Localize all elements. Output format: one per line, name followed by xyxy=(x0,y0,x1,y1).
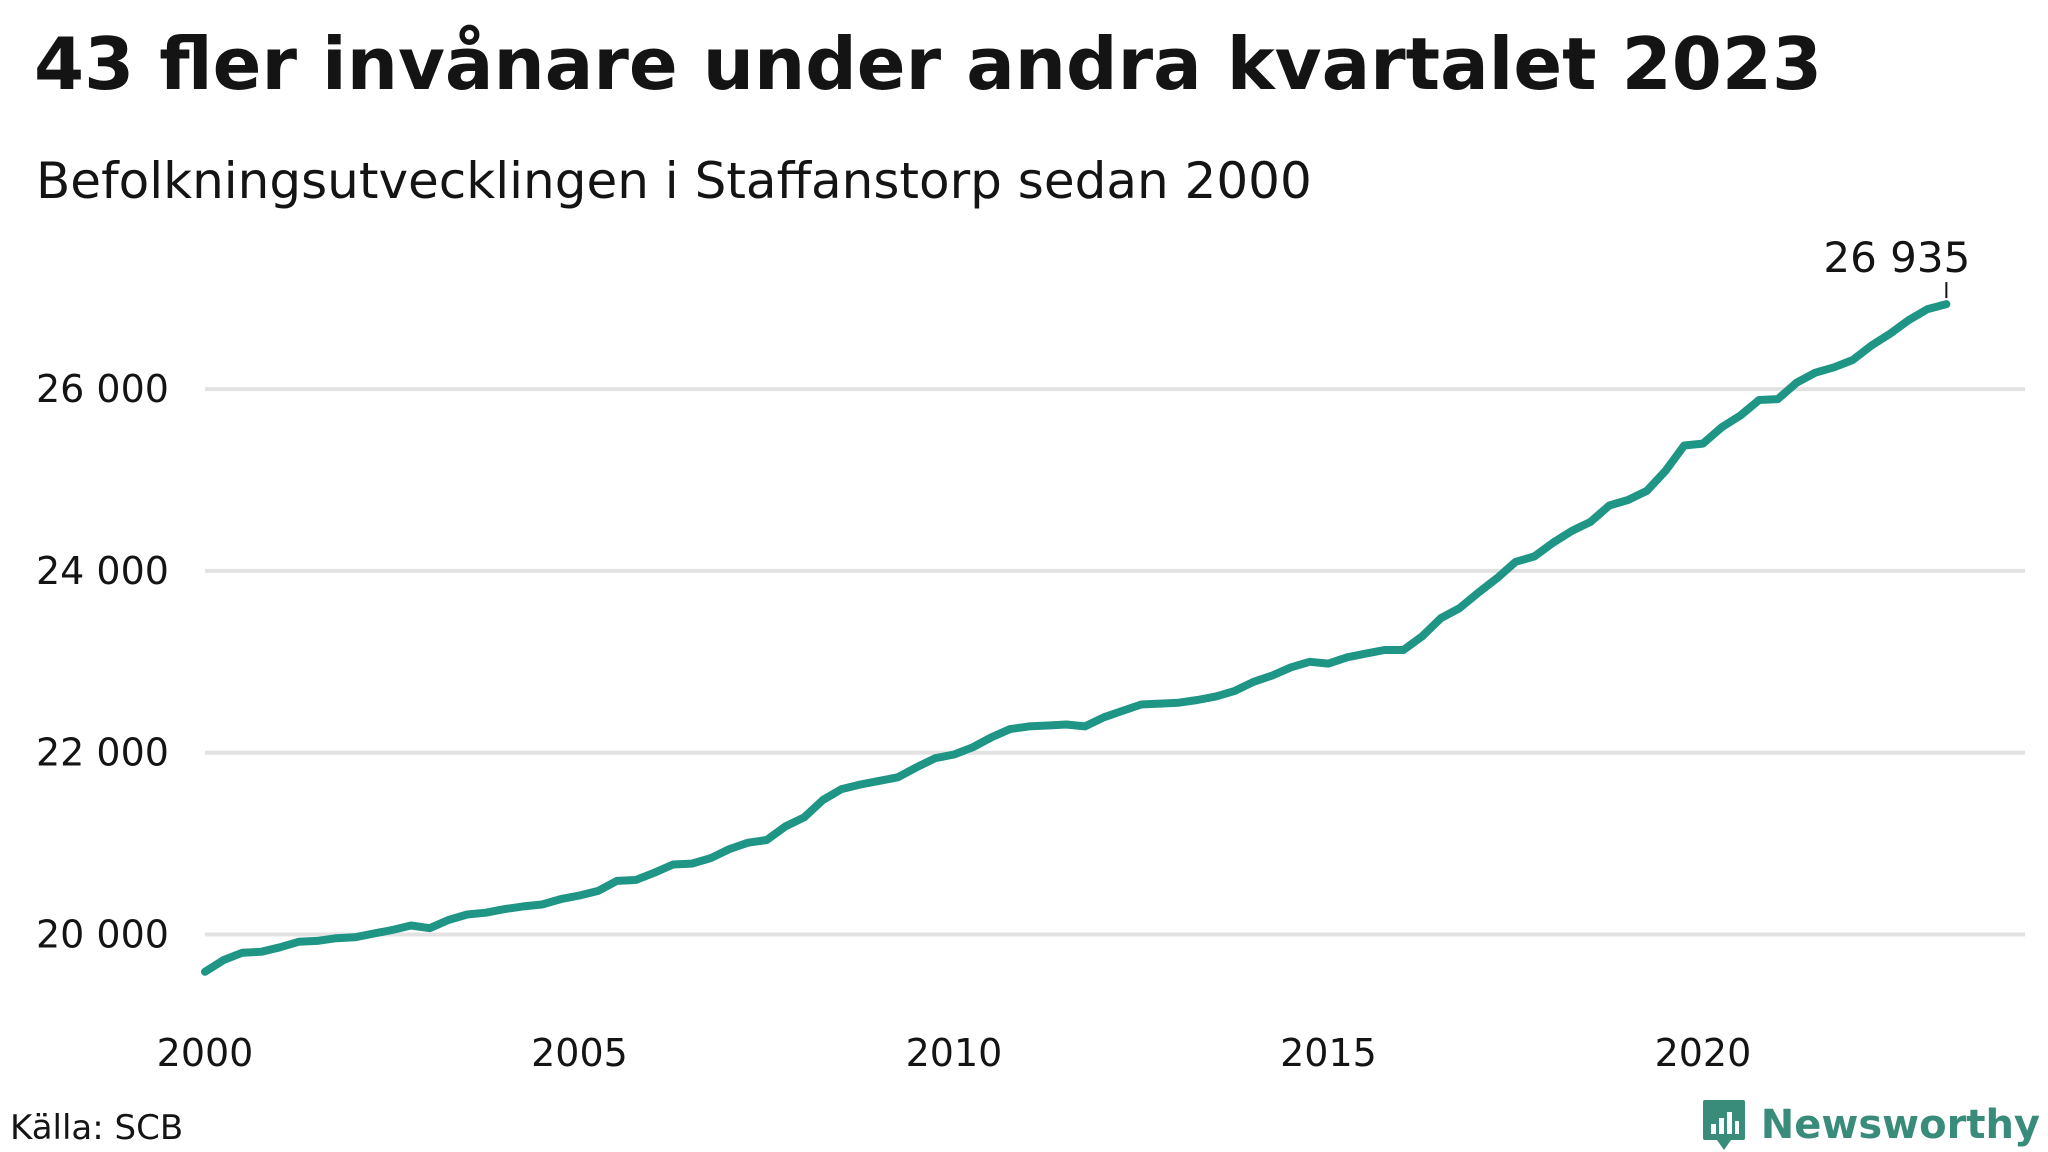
y-tick-label: 26 000 xyxy=(36,367,169,411)
y-tick-label: 22 000 xyxy=(36,731,169,775)
series-layer xyxy=(201,300,1951,976)
series-line xyxy=(201,300,1951,976)
x-tick-label: 2010 xyxy=(906,1031,1003,1075)
x-tick-label: 2015 xyxy=(1280,1031,1377,1075)
y-tick-label: 24 000 xyxy=(36,549,169,593)
chart-title: 43 fler invånare under andra kvartalet 2… xyxy=(34,22,1823,106)
brand-logo: Newsworthy xyxy=(1701,1098,2040,1152)
gridlines xyxy=(205,387,2025,937)
chart-subtitle: Befolkningsutvecklingen i Staffanstorp s… xyxy=(36,152,1312,210)
newsworthy-logo-icon xyxy=(1702,1100,1745,1150)
source-note: Källa: SCB xyxy=(10,1108,184,1148)
y-axis-tick-labels: 20 000 22 000 24 000 26 000 xyxy=(36,367,169,956)
end-value-label: 26 935 xyxy=(1823,233,1970,282)
x-axis-tick-labels: 2000 2005 2010 2015 2020 xyxy=(157,1031,1752,1075)
x-tick-label: 2000 xyxy=(157,1031,254,1075)
x-tick-label: 2020 xyxy=(1655,1031,1752,1075)
y-tick-label: 20 000 xyxy=(36,913,169,957)
annotation-layer: 26 935 xyxy=(1823,233,1970,299)
brand-name: Newsworthy xyxy=(1760,1102,2040,1148)
x-tick-label: 2005 xyxy=(531,1031,628,1075)
